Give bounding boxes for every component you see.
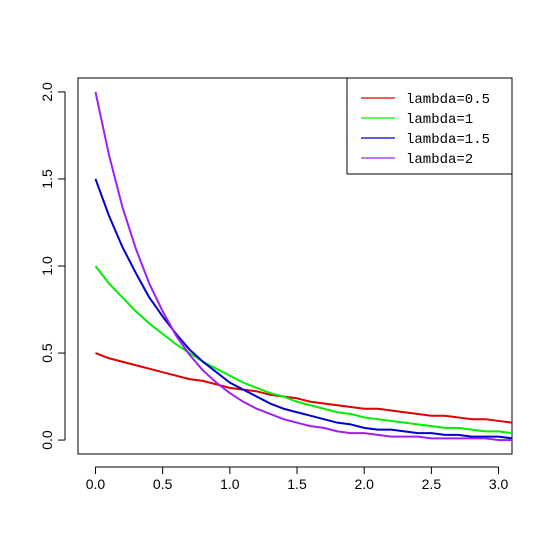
series-line-2 bbox=[94, 265, 512, 435]
legend-label: lambda=2 bbox=[406, 152, 473, 168]
x-tick-label: 2.0 bbox=[354, 476, 374, 492]
x-tick-label: 1.5 bbox=[287, 476, 307, 492]
series-line-3 bbox=[94, 178, 512, 440]
series-layer bbox=[94, 91, 512, 442]
legend-label: lambda=1.5 bbox=[406, 132, 490, 148]
legend-label: lambda=1 bbox=[406, 112, 473, 128]
x-tick-label: 0.5 bbox=[153, 476, 173, 492]
legend: lambda=0.5 lambda=1 lambda=1.5 lambda=2 bbox=[346, 77, 513, 175]
x-tick-label: 1.0 bbox=[220, 476, 240, 492]
series-line-4 bbox=[94, 91, 512, 442]
y-tick-label: 0.0 bbox=[39, 430, 55, 450]
legend-label: lambda=0.5 bbox=[406, 92, 490, 108]
axes-layer: 0.0 0.5 1.0 1.5 2.0 2.5 3.0 0.0 0.5 1.0 1.5 2.0 bbox=[39, 77, 513, 492]
x-tick-label: 3.0 bbox=[489, 476, 509, 492]
y-tick-label: 1.0 bbox=[39, 256, 55, 276]
y-tick-label: 2.0 bbox=[39, 82, 55, 102]
x-tick-label: 2.5 bbox=[422, 476, 442, 492]
y-tick-label: 1.5 bbox=[39, 169, 55, 189]
plot-frame bbox=[77, 77, 513, 455]
x-tick-label: 0.0 bbox=[86, 476, 106, 492]
series-line-1 bbox=[95, 352, 512, 424]
y-tick-label: 0.5 bbox=[39, 343, 55, 363]
